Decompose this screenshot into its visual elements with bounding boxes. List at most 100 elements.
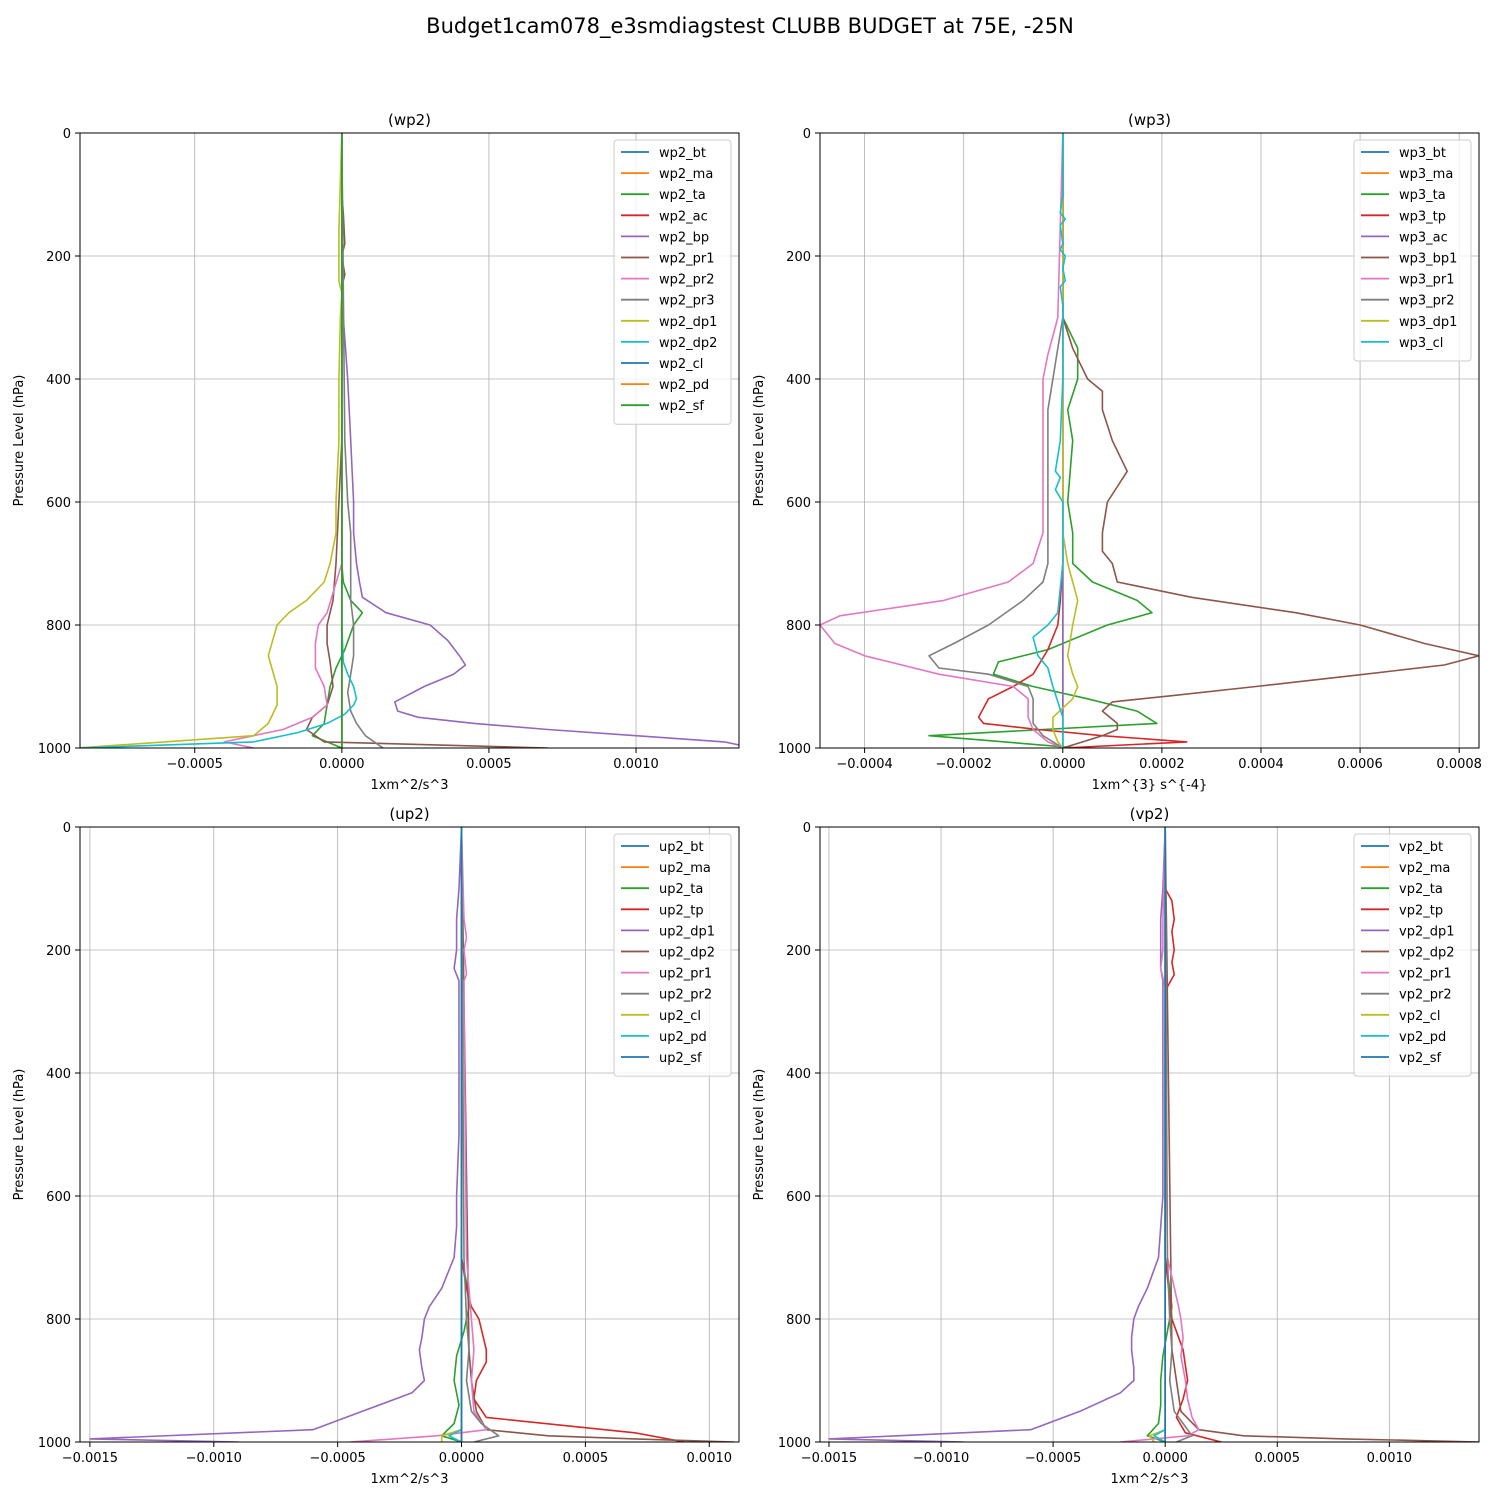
axes-frame	[819, 132, 1480, 749]
series-line-wp3_dp1	[1052, 133, 1079, 748]
y-tick-label: 800	[46, 619, 71, 634]
wp2-panel: −0.0005 0.0000 0.0005 0.0010 0 200 400 600 800 10…	[12, 111, 740, 793]
axes-frame	[819, 826, 1480, 1443]
x-tick-label: 0.0005	[466, 757, 512, 772]
legend: vp2_bt vp2_ma vp2_ta vp2_tp vp2_dp1 vp2_dp2vp…	[1353, 833, 1472, 1077]
y-tick-label: 1000	[778, 742, 811, 757]
x-tick-label: −0.0015	[801, 1451, 857, 1466]
legend-entry-wp2_pd: wp2_pd	[659, 378, 709, 393]
x-tick-label: 0.0000	[319, 757, 365, 772]
legend-entry-wp2_sf: wp2_sf	[659, 399, 704, 414]
series-line-vp2_tp	[1164, 827, 1222, 1442]
x-axis-label: 1xm^2/s^3	[370, 778, 448, 793]
legend-entry-wp2_bp: wp2_bp	[659, 230, 709, 245]
legend-entry-wp2_cl: wp2_cl	[659, 357, 703, 372]
legend-entry-vp2_pr1: vp2_pr1	[1399, 967, 1452, 982]
legend-entry-vp2_cl: vp2_cl	[1399, 1009, 1440, 1024]
series-line-wp3_cl	[1032, 133, 1067, 748]
x-tick-label: 0.0005	[563, 1451, 609, 1466]
panel-title: (wp3)	[1128, 111, 1171, 129]
panel-title: (vp2)	[1130, 805, 1170, 823]
y-tick-label: 1000	[38, 1436, 71, 1451]
x-tick-label: −0.0005	[1025, 1451, 1081, 1466]
y-tick-label: 200	[46, 944, 71, 959]
legend-entry-up2_ma: up2_ma	[659, 861, 711, 876]
y-tick-label: 400	[786, 1067, 811, 1082]
legend-frame	[613, 139, 732, 425]
y-tick-label: 200	[786, 250, 811, 265]
series-line-wp2_dp1	[80, 133, 343, 748]
x-tick-label: 0.0010	[1367, 1451, 1413, 1466]
legend-entry-wp3_dp1: wp3_dp1	[1399, 315, 1457, 330]
x-tick-label: −0.0005	[167, 757, 223, 772]
legend-entry-up2_dp2: up2_dp2	[659, 946, 715, 961]
legend-entry-vp2_ta: vp2_ta	[1399, 882, 1443, 897]
legend-entry-wp2_ac: wp2_ac	[659, 209, 708, 224]
legend-frame	[1353, 139, 1472, 362]
x-tick-label: −0.0005	[309, 1451, 365, 1466]
y-tick-label: 0	[803, 821, 811, 836]
y-tick-label: 1000	[778, 1436, 811, 1451]
legend-entry-wp3_bt: wp3_bt	[1399, 146, 1446, 161]
x-tick-label: −0.0010	[913, 1451, 969, 1466]
series-line-vp2_pr2	[1164, 827, 1193, 1442]
series-line-wp3_ta	[928, 133, 1158, 748]
x-tick-label: 0.0002	[1139, 757, 1185, 772]
series-line-up2_pr2	[460, 827, 500, 1442]
legend-entry-wp2_ta: wp2_ta	[659, 188, 706, 203]
x-tick-label: 0.0010	[613, 757, 659, 772]
series-line-vp2_ta	[1146, 827, 1173, 1442]
legend-entry-vp2_tp: vp2_tp	[1399, 903, 1443, 918]
legend-entry-up2_pr2: up2_pr2	[659, 988, 712, 1003]
series-line-vp2_dp1	[828, 827, 1166, 1442]
series-lines	[89, 827, 735, 1442]
legend-entry-up2_bt: up2_bt	[659, 840, 704, 855]
series-line-vp2_pr1	[1120, 827, 1200, 1442]
y-tick-label: 0	[63, 127, 71, 142]
series-line-wp2_pr3	[341, 133, 384, 748]
legend-entry-wp2_pr2: wp2_pr2	[659, 273, 715, 288]
legend: wp3_bt wp3_ma wp3_ta wp3_tp wp3_ac wp3_bp1 wp3…	[1353, 139, 1472, 362]
x-tick-label: 0.0000	[439, 1451, 485, 1466]
series-lines	[828, 827, 1479, 1442]
y-axis-label: Pressure Level (hPa)	[752, 1069, 767, 1201]
wp3-panel: −0.0004 −0.0002 0.0000 0.0002 0.0004 0.0006 0.…	[752, 111, 1482, 793]
y-tick-label: 1000	[38, 742, 71, 757]
y-tick-label: 600	[46, 496, 71, 511]
x-tick-label: 0.0010	[687, 1451, 733, 1466]
legend: wp2_bt wp2_ma wp2_ta wp2_ac wp2_bp wp2_pr1 wp2…	[613, 139, 732, 425]
y-tick-label: 600	[46, 1190, 71, 1205]
legend-entry-wp2_bt: wp2_bt	[659, 146, 706, 161]
y-tick-label: 800	[46, 1313, 71, 1328]
axes-frame	[79, 826, 740, 1443]
x-tick-label: 0.0000	[1142, 1451, 1188, 1466]
x-tick-label: −0.0010	[186, 1451, 242, 1466]
legend-entry-up2_sf: up2_sf	[659, 1051, 702, 1066]
series-line-up2_pr1	[349, 827, 488, 1442]
legend-entry-wp2_dp2: wp2_dp2	[659, 336, 717, 351]
y-tick-label: 400	[46, 373, 71, 388]
legend-entry-wp3_ac: wp3_ac	[1399, 230, 1448, 245]
series-line-wp2_ta	[311, 133, 364, 748]
panel-title: (wp2)	[388, 111, 431, 129]
series-line-wp3_bp1	[1062, 133, 1479, 748]
x-tick-label: −0.0002	[935, 757, 991, 772]
y-axis-label: Pressure Level (hPa)	[752, 375, 767, 507]
y-axis-label: Pressure Level (hPa)	[12, 375, 27, 507]
legend-entry-wp2_dp1: wp2_dp1	[659, 315, 717, 330]
series-line-wp2_dp2	[80, 133, 358, 748]
series-line-vp2_dp2	[1164, 827, 1479, 1442]
x-tick-label: −0.0004	[836, 757, 892, 772]
legend-entry-up2_dp1: up2_dp1	[659, 924, 715, 939]
x-tick-label: 0.0006	[1337, 757, 1383, 772]
legend-entry-wp3_ta: wp3_ta	[1399, 188, 1446, 203]
y-tick-label: 0	[803, 127, 811, 142]
y-axis-label: Pressure Level (hPa)	[12, 1069, 27, 1201]
legend-entry-vp2_bt: vp2_bt	[1399, 840, 1443, 855]
series-line-wp2_pr2	[223, 133, 343, 748]
legend-entry-up2_pr1: up2_pr1	[659, 967, 712, 982]
y-tick-label: 800	[786, 1313, 811, 1328]
y-tick-label: 400	[786, 373, 811, 388]
legend: up2_bt up2_ma up2_ta up2_tp up2_dp1 up2_dp2up…	[613, 833, 732, 1077]
legend-entry-wp2_pr1: wp2_pr1	[659, 252, 715, 267]
